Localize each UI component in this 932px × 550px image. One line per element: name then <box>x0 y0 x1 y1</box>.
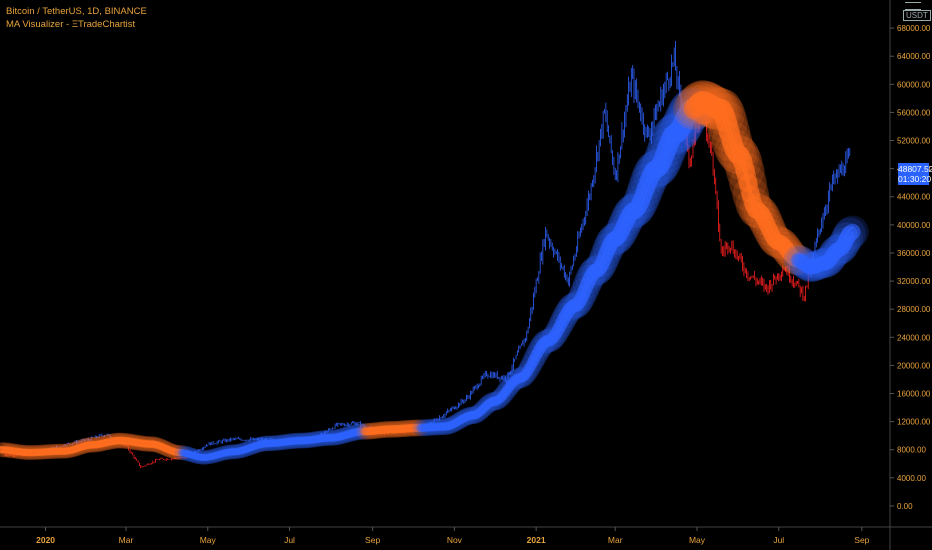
y-tick-label: 44000.00 <box>897 193 931 202</box>
y-tick-label: 0.00 <box>897 502 913 511</box>
x-tick-label: Jul <box>773 535 784 545</box>
y-tick-label: 28000.00 <box>897 305 931 314</box>
ma-lower-line <box>848 235 854 239</box>
indicator-title[interactable]: MA Visualizer - ΞTradeChartist <box>6 19 136 30</box>
currency-label: USDT <box>903 10 931 21</box>
x-tick-label: Mar <box>119 535 134 545</box>
y-tick-label: 32000.00 <box>897 277 931 286</box>
x-tick-label: 2021 <box>527 535 546 545</box>
y-tick-label: 52000.00 <box>897 137 931 146</box>
x-tick-label: Mar <box>608 535 623 545</box>
symbol-title[interactable]: Bitcoin / TetherUS, 1D, BINANCE <box>6 6 147 17</box>
y-tick-label: 12000.00 <box>897 418 931 427</box>
ma-upper-line <box>848 226 854 231</box>
y-tick-label: 40000.00 <box>897 221 931 230</box>
x-tick-label: 2020 <box>36 535 55 545</box>
y-tick-label: 16000.00 <box>897 389 931 398</box>
scale-settings-button[interactable]: USDT <box>902 0 931 22</box>
time-axis[interactable]: 2020 Mar May Jul Sep Nov 2021 Mar May Jul Sep <box>36 527 870 545</box>
x-tick-label: Nov <box>447 535 463 545</box>
y-tick-label: 56000.00 <box>897 108 931 117</box>
price-axis[interactable]: 0.00 4000.00 8000.00 12000.00 16000.00 20000.… <box>890 24 931 511</box>
last-price-tag: 48807.52 01:30:20 <box>898 163 932 185</box>
y-tick-label: 36000.00 <box>897 249 931 258</box>
x-tick-label: Jul <box>284 535 295 545</box>
y-tick-label: 64000.00 <box>897 52 931 61</box>
x-tick-label: Sep <box>365 535 380 545</box>
y-tick-label: 20000.00 <box>897 361 931 370</box>
y-tick-label: 8000.00 <box>897 446 926 455</box>
y-tick-label: 60000.00 <box>897 80 931 89</box>
menu-lines-icon <box>905 2 921 10</box>
y-tick-label: 24000.00 <box>897 333 931 342</box>
y-tick-label: 68000.00 <box>897 24 931 33</box>
y-tick-label: 4000.00 <box>897 474 926 483</box>
chart-legend: Bitcoin / TetherUS, 1D, BINANCE MA Visua… <box>6 5 147 31</box>
last-price-value: 48807.52 <box>898 164 932 174</box>
ma-band-segment <box>841 223 861 242</box>
x-tick-label: Sep <box>854 535 869 545</box>
moving-average-band <box>0 80 869 465</box>
x-tick-label: May <box>689 535 706 545</box>
bar-countdown: 01:30:20 <box>898 174 932 184</box>
x-tick-label: May <box>200 535 217 545</box>
